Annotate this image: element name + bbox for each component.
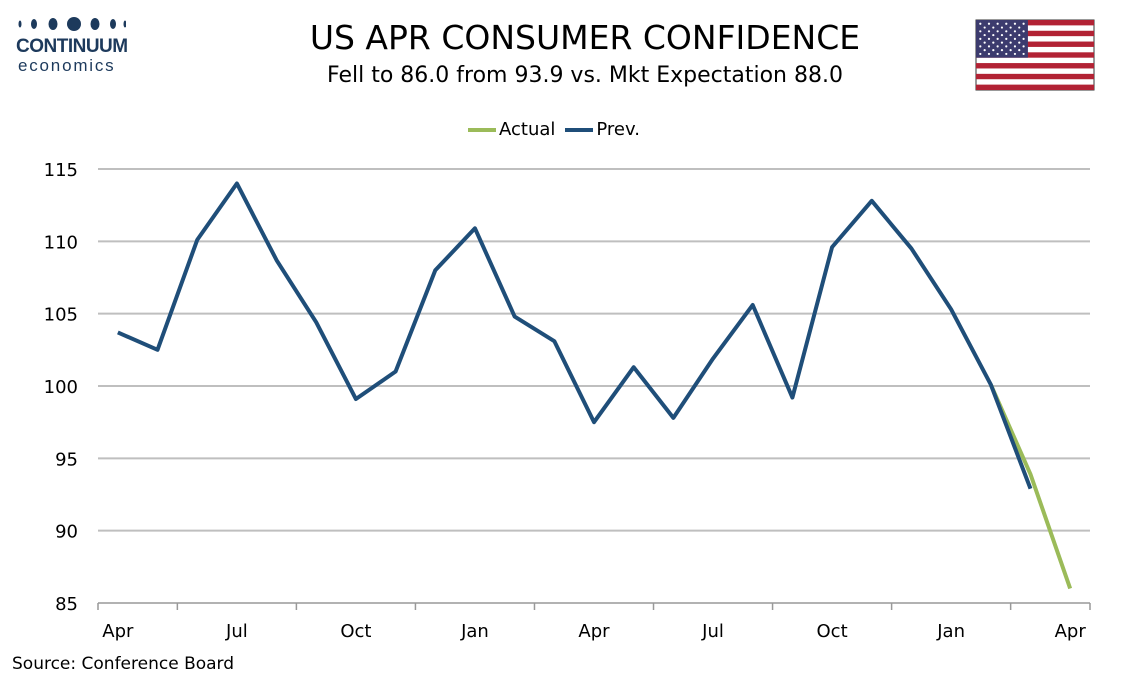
legend-label: Prev. — [596, 119, 640, 140]
legend-item-actual: Actual — [468, 119, 555, 140]
legend-label: Actual — [499, 119, 556, 140]
flag-stripe — [976, 52, 1094, 58]
flag-star — [992, 41, 995, 44]
logo-wordmark: CONTINUUM — [16, 36, 128, 57]
flag-star — [1005, 30, 1008, 33]
source-note: Source: Conference Board — [12, 654, 235, 674]
flag-star — [996, 22, 999, 25]
series-line-prev — [117, 181, 1033, 490]
flag-star — [1018, 26, 1021, 29]
x-tick-label: Jul — [701, 621, 724, 642]
flag-star — [992, 33, 995, 37]
flag-star — [1000, 49, 1004, 52]
flag-star — [979, 37, 982, 40]
y-tick-label: 95 — [55, 449, 78, 470]
flag-star — [983, 33, 986, 37]
flag-star — [1022, 45, 1025, 48]
flag-star — [979, 30, 982, 33]
logo-subtext: economics — [18, 56, 116, 75]
flag-star — [983, 26, 986, 29]
flag-star — [1000, 26, 1004, 29]
x-tick-label: Oct — [817, 621, 848, 642]
flag-star — [987, 22, 991, 25]
flag-star — [1018, 33, 1021, 37]
flag-star — [1022, 52, 1025, 56]
x-tick-label: Apr — [1055, 621, 1087, 642]
flag-star — [979, 22, 982, 25]
y-tick-label: 115 — [44, 160, 78, 181]
x-tick-label: Jan — [936, 621, 965, 642]
flag-star — [1009, 41, 1012, 44]
continuum-logo: CONTINUUM economics — [14, 14, 134, 76]
x-tick-label: Apr — [102, 621, 134, 642]
flag-star — [1018, 49, 1021, 52]
x-tick-label: Oct — [340, 621, 371, 642]
flag-star — [1009, 26, 1012, 29]
flag-star — [1013, 37, 1017, 40]
y-tick-label: 85 — [55, 594, 78, 615]
flag-stripe — [976, 63, 1094, 69]
x-tick-label: Jan — [460, 621, 489, 642]
x-tick-label: Jul — [225, 621, 248, 642]
flag-star — [987, 45, 991, 48]
flag-star — [1022, 30, 1025, 33]
x-tick-label: Apr — [578, 621, 610, 642]
flag-stripe — [976, 41, 1094, 47]
flag-star — [1000, 41, 1004, 44]
flag-star — [1022, 37, 1025, 40]
flag-stripe — [976, 73, 1094, 80]
flag-canton — [976, 20, 1028, 58]
flag-star — [992, 26, 995, 29]
flag-star — [996, 37, 999, 40]
flag-star — [1005, 52, 1008, 56]
y-tick-label: 110 — [44, 232, 78, 253]
flag-star — [987, 52, 991, 56]
flag-star — [987, 37, 991, 40]
flag-star — [1013, 52, 1017, 56]
flag-star — [1013, 45, 1017, 48]
us-flag-icon — [975, 19, 1095, 91]
flag-star — [992, 49, 995, 52]
flag-star — [1018, 41, 1021, 44]
logo-dots-icon — [18, 17, 126, 31]
legend-swatch — [468, 127, 496, 132]
flag-star — [983, 49, 986, 52]
flag-star — [1022, 22, 1025, 25]
flag-star — [996, 45, 999, 48]
flag-star — [996, 30, 999, 33]
flag-stripe — [976, 84, 1094, 90]
y-tick-label: 90 — [55, 522, 78, 543]
flag-star — [983, 41, 986, 44]
flag-star — [1013, 22, 1017, 25]
flag-star — [1005, 45, 1008, 48]
legend: Actual Prev. — [468, 119, 650, 140]
flag-star — [1000, 33, 1004, 37]
chart-subtitle: Fell to 86.0 from 93.9 vs. Mkt Expectati… — [327, 63, 843, 88]
flag-star — [1009, 33, 1012, 37]
flag-star — [979, 52, 982, 56]
legend-item-prev: Prev. — [565, 119, 640, 140]
y-tick-label: 105 — [44, 305, 78, 326]
flag-star — [987, 30, 991, 33]
flag-stripe — [976, 30, 1094, 37]
flag-star — [1009, 49, 1012, 52]
flag-star — [1013, 30, 1017, 33]
chart-title: US APR CONSUMER CONFIDENCE — [309, 18, 861, 57]
y-tick-label: 100 — [44, 377, 78, 398]
legend-swatch — [565, 127, 594, 132]
flag-star — [996, 52, 999, 56]
flag-star — [1005, 37, 1008, 40]
flag-star — [1005, 22, 1008, 25]
flag-star — [979, 45, 982, 48]
flag-stripe — [976, 20, 1094, 26]
